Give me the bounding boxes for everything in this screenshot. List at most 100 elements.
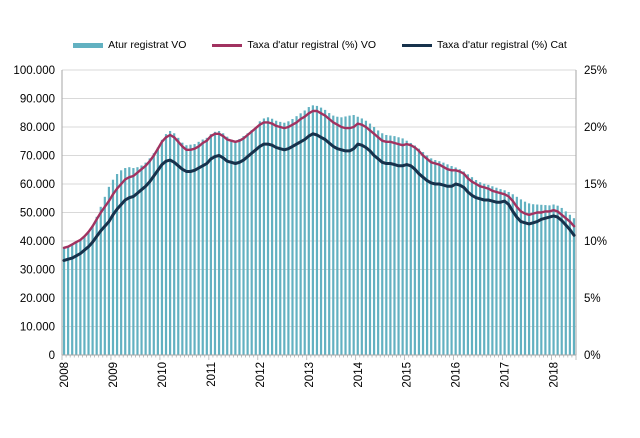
- bar: [466, 174, 469, 355]
- legend: Atur registrat VO Taxa d'atur registral …: [0, 36, 640, 54]
- bar: [156, 147, 159, 355]
- left-axis-tick-label: 10.000: [20, 322, 55, 334]
- legend-label: Taxa d'atur registral (%) Cat: [437, 38, 567, 51]
- bar: [250, 130, 253, 355]
- cat-rate-line: [62, 132, 576, 262]
- bar: [279, 121, 282, 356]
- bar: [193, 144, 196, 355]
- bar: [164, 134, 168, 355]
- bar: [246, 133, 249, 355]
- left-axis-tick-label: 60.000: [20, 179, 55, 191]
- bar: [479, 182, 482, 355]
- year-label: 2008: [59, 362, 71, 388]
- bar: [319, 107, 323, 356]
- bar: [442, 162, 445, 355]
- vo-rate-line: [62, 109, 576, 250]
- x-axis-ticks: [61, 355, 577, 360]
- bar: [413, 145, 416, 355]
- bar: [201, 139, 204, 355]
- bar: [222, 133, 225, 355]
- bar: [262, 118, 266, 355]
- bar: [491, 186, 494, 355]
- bar: [148, 158, 151, 355]
- year-label: 2009: [108, 362, 120, 388]
- year-label: 2010: [157, 362, 169, 388]
- bar: [507, 191, 510, 355]
- bar: [62, 248, 66, 355]
- bar: [177, 137, 180, 355]
- legend-item-taxa-cat: Taxa d'atur registral (%) Cat: [402, 40, 567, 51]
- bar: [226, 136, 229, 355]
- bar: [75, 242, 78, 355]
- bar: [303, 110, 306, 355]
- year-label: 2016: [451, 362, 463, 388]
- bar: [124, 168, 127, 355]
- bar: [495, 187, 498, 355]
- year-label: 2018: [549, 362, 561, 388]
- year-label: 2012: [255, 362, 267, 388]
- bar: [324, 109, 327, 356]
- left-axis-tick-label: 20.000: [20, 293, 55, 305]
- year-label: 2013: [304, 362, 316, 388]
- bar: [434, 160, 437, 355]
- bar-series-atur-registrat: [62, 105, 576, 356]
- bar: [144, 162, 147, 355]
- bar: [430, 158, 433, 355]
- bar: [381, 133, 384, 355]
- bar: [393, 136, 396, 355]
- gridlines: [62, 69, 576, 327]
- right-axis-labels: 0% 5% 10% 15% 20% 25%: [584, 65, 607, 362]
- bar: [71, 244, 74, 355]
- right-axis-tick-label: 15%: [584, 179, 607, 191]
- bar: [421, 152, 425, 355]
- bar: [270, 118, 274, 355]
- bar: [234, 140, 237, 355]
- bar: [540, 204, 543, 355]
- bar: [132, 168, 135, 355]
- bar: [169, 130, 172, 355]
- bar: [99, 206, 102, 355]
- bar: [385, 134, 388, 355]
- left-axis-tick-label: 70.000: [20, 151, 55, 163]
- left-axis-tick-label: 90.000: [20, 94, 55, 106]
- year-label: 2014: [353, 361, 365, 387]
- bar: [556, 205, 559, 355]
- bar: [197, 141, 200, 355]
- bar: [544, 205, 547, 355]
- bar: [95, 216, 98, 355]
- bar: [409, 142, 412, 355]
- bar: [389, 135, 392, 355]
- bar: [299, 113, 302, 355]
- legend-label: Taxa d'atur registral (%) VO: [247, 38, 377, 51]
- bar: [458, 169, 461, 355]
- bar: [332, 115, 335, 355]
- left-axis-labels: 0 10.000 20.000 30.000 40.000 50.000 60.000 70.…: [13, 65, 55, 362]
- bar: [254, 127, 257, 355]
- bar: [532, 204, 535, 355]
- bar: [120, 170, 123, 355]
- bar: [185, 145, 188, 355]
- bar: [564, 211, 567, 355]
- left-axis-tick-label: 0: [49, 350, 55, 362]
- bar: [372, 127, 376, 355]
- bar: [450, 166, 453, 355]
- left-axis-tick-label: 40.000: [20, 236, 55, 248]
- bar: [307, 107, 310, 355]
- right-axis-tick-label: 0%: [584, 350, 601, 362]
- bar: [503, 190, 506, 355]
- bar: [438, 161, 441, 355]
- bar: [348, 115, 351, 355]
- bar: [470, 177, 474, 355]
- x-axis-year-labels: 2008 2009 2010 2011 2012 2013 2014 2015 2016 2017…: [59, 361, 561, 387]
- bar: [238, 138, 241, 355]
- bar: [315, 105, 319, 355]
- bar: [401, 138, 404, 355]
- bar: [446, 164, 449, 355]
- bar: [356, 116, 359, 356]
- bar: [511, 194, 514, 355]
- bar: [515, 196, 518, 355]
- bar: [160, 139, 164, 355]
- bar: [213, 131, 217, 355]
